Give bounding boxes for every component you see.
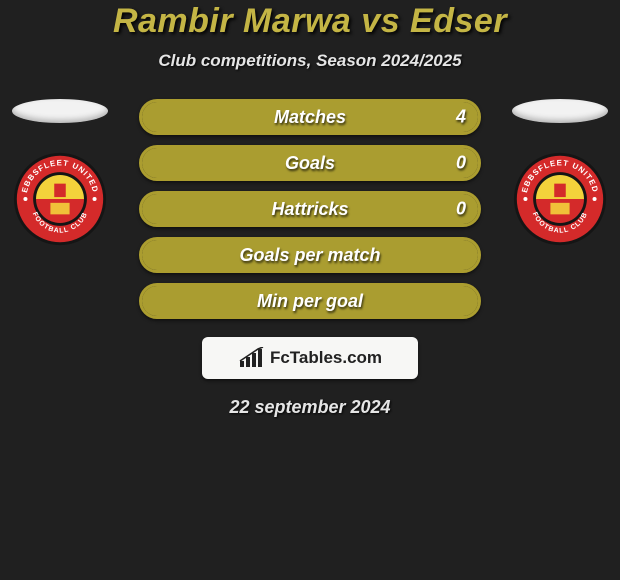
stat-label: Matches [274,107,346,128]
right-player-column: EBBSFLEET UNITED FOOTBALL CLUB [512,99,608,247]
club-badge-left: EBBSFLEET UNITED FOOTBALL CLUB [12,151,108,247]
page-subtitle: Club competitions, Season 2024/2025 [158,51,461,71]
stat-row-hattricks: Hattricks 0 [139,191,481,227]
stat-row-min-per-goal: Min per goal [139,283,481,319]
watermark: FcTables.com [202,337,418,379]
club-crest-icon: EBBSFLEET UNITED FOOTBALL CLUB [512,151,608,247]
watermark-text: FcTables.com [270,348,382,368]
page-title: Rambir Marwa vs Edser [113,2,507,41]
stat-row-goals: Goals 0 [139,145,481,181]
stat-label: Goals per match [239,245,380,266]
club-badge-right: EBBSFLEET UNITED FOOTBALL CLUB [512,151,608,247]
stat-value-right: 0 [456,199,466,220]
player-photo-placeholder-right [512,99,608,123]
stat-row-goals-per-match: Goals per match [139,237,481,273]
stat-label: Hattricks [271,199,348,220]
stats-list: Matches 4 Goals 0 Hattricks 0 Goals per … [139,99,481,319]
bar-chart-icon [238,347,264,369]
player-photo-placeholder-left [12,99,108,123]
left-player-column: EBBSFLEET UNITED FOOTBALL CLUB [12,99,108,247]
stat-label: Goals [285,153,335,174]
stat-label: Min per goal [257,291,363,312]
club-crest-icon: EBBSFLEET UNITED FOOTBALL CLUB [12,151,108,247]
date-text: 22 september 2024 [229,397,390,418]
stat-value-right: 0 [456,153,466,174]
stat-value-right: 4 [456,107,466,128]
stat-row-matches: Matches 4 [139,99,481,135]
